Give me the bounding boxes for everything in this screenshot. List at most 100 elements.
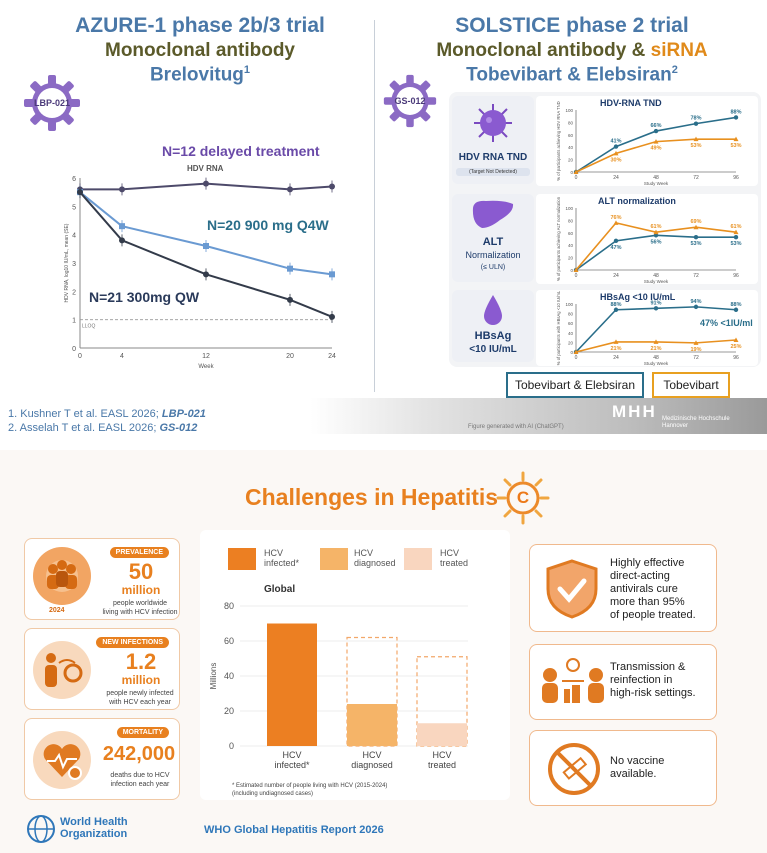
mini-y-tick: 20: [568, 256, 574, 261]
prevalence-unit: million: [121, 583, 161, 597]
prevalence-pill: PREVALENCE: [109, 547, 169, 558]
mini-point: [653, 229, 659, 235]
mini-y-tick: 60: [568, 321, 574, 326]
heart-pulse-icon: [33, 731, 91, 789]
label-900: N=20 900 mg Q4W: [207, 217, 329, 233]
challenge-no-vaccine: No vaccine available.: [529, 730, 717, 806]
lloq-label: LLOQ: [82, 324, 95, 330]
mini-point: [733, 136, 739, 142]
mini-point: [693, 121, 699, 126]
challenge-daa-text: Highly effective direct-acting antivirals …: [610, 557, 696, 621]
bar-chart-title: Global: [264, 584, 296, 595]
ai-note: Figure generated with AI (ChatGPT): [468, 424, 564, 430]
bar: [417, 723, 467, 746]
x-tick-label: 4: [120, 353, 124, 360]
mini-point: [573, 349, 579, 354]
mini-chart-bg: [536, 290, 758, 366]
solstice-subtitle: Monoclonal antibody & siRNA: [436, 40, 708, 61]
mini-point: [613, 150, 619, 156]
bar: [267, 623, 317, 746]
mini-chart-bg: [536, 96, 758, 186]
mortality-desc: deaths due to HCV infection each year: [110, 772, 170, 788]
legend-diagnosed: HCV diagnosed: [354, 548, 396, 568]
stat-new-infections: NEW INFECTIONS 1.2 million people newly …: [24, 628, 180, 710]
legend-swatch-infected: [228, 548, 256, 570]
mini-data-label: 47%: [610, 245, 621, 251]
new-infections-desc: people newly infected with HCV each year: [106, 690, 174, 706]
mini-point: [653, 339, 659, 344]
lbp-021-gear-icon: LBP-021: [22, 73, 82, 133]
mini-y-tick: 0: [570, 268, 573, 273]
mini-x-tick: 72: [693, 273, 699, 279]
y-tick-label: 4: [72, 233, 76, 240]
y-tick-label: 0: [229, 741, 234, 751]
shield-check-icon: [546, 559, 598, 619]
stat-mortality: MORTALITY 242,000 deaths due to HCV infec…: [24, 718, 180, 800]
people-transmission-icon: [542, 658, 604, 703]
mini-y-tick: 0: [570, 350, 573, 355]
no-vaccine-icon: [548, 743, 600, 795]
cell-sub-alt: (≤ ULN): [480, 264, 506, 271]
mini-data-label: 69%: [690, 219, 701, 225]
data-point: [77, 189, 83, 196]
mini-x-tick: 48: [653, 175, 659, 181]
mini-point: [653, 306, 659, 311]
reference-1: 1. Kushner T et al. EASL 2026; LBP-021: [8, 408, 206, 420]
mhh-footer-band: [310, 398, 767, 434]
y-tick-label: 40: [224, 671, 234, 681]
y-tick-label: 1: [72, 318, 76, 325]
series-line-1: [79, 191, 333, 276]
mini-x-tick: 96: [733, 273, 739, 279]
mini-x-tick: 72: [693, 175, 699, 181]
mini-point: [613, 238, 619, 244]
mini-point: [613, 144, 619, 149]
bar-chart-card: [200, 530, 510, 800]
mini-data-label: 88%: [730, 109, 741, 115]
bar-footnote: * Estimated number of people living with…: [232, 783, 388, 797]
y-tick-label: 20: [224, 706, 234, 716]
mini-point: [733, 234, 739, 240]
mini-point: [613, 307, 619, 312]
hepatitis-c-sun-icon: C: [495, 470, 551, 526]
mini-x-tick: 0: [575, 175, 578, 181]
reference-2: 2. Asselah T et al. EASL 2026; GS-012: [8, 422, 198, 434]
mini-data-label: 21%: [650, 346, 661, 352]
data-point: [329, 271, 335, 278]
droplet-icon: [484, 295, 502, 325]
challenge-no-vaccine-text: No vaccine available.: [610, 755, 665, 780]
mini-y-tick: 20: [568, 340, 574, 345]
mini-x-tick: 0: [575, 355, 578, 361]
x-tick-label: infected*: [274, 760, 310, 770]
liver-icon: [472, 200, 514, 228]
data-point: [287, 296, 293, 303]
mini-data-label: 41%: [610, 139, 621, 145]
y-tick-label: 3: [72, 261, 76, 268]
mini-data-label: 61%: [650, 224, 661, 230]
challenge-transmission-text: Transmission & reinfection in high-risk se…: [610, 661, 696, 699]
mini-chart-hdv-rna-tnd: 0 20 40 60 80 100 0 24 48 72 96 Study Week % of part…: [536, 96, 758, 186]
mini-x-tick: 48: [653, 355, 659, 361]
mini-y-tick: 80: [568, 120, 574, 125]
x-tick-label: HCV: [432, 750, 451, 760]
data-point: [119, 223, 125, 230]
prevalence-desc: people worldwide living with HCV infectio…: [102, 600, 178, 616]
cell-label-alt-2: Normalization: [465, 250, 521, 260]
who-name: World Health Organization: [60, 816, 128, 840]
mini-x-tick: 48: [653, 273, 659, 279]
x-tick-label: diagnosed: [351, 760, 393, 770]
mini-y-tick: 40: [568, 145, 574, 150]
mini-point: [573, 267, 579, 272]
mini-data-label: 25%: [730, 344, 741, 350]
legend-single: Tobevibart: [652, 372, 730, 398]
legend-combo: Tobevibart & Elebsiran: [506, 372, 644, 398]
label-300: N=21 300mg QW: [89, 289, 200, 305]
mini-point: [733, 337, 739, 342]
data-point: [119, 237, 125, 244]
x-tick-label: 20: [286, 353, 294, 360]
mini-point: [733, 115, 739, 120]
mini-data-label: 21%: [610, 346, 621, 352]
azure-subtitle: Monoclonal antibody: [105, 40, 295, 61]
y-tick-label: 6: [72, 176, 76, 183]
mhh-logo: MHH: [612, 402, 657, 421]
